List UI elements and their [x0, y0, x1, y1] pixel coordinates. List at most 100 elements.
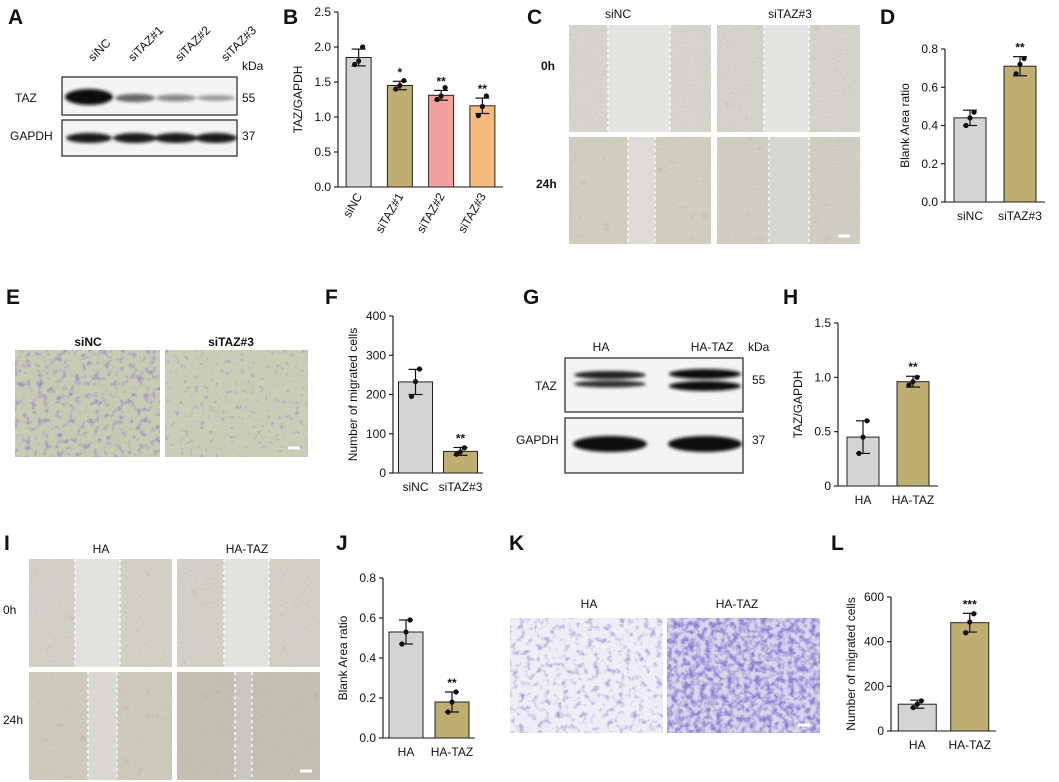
data-point	[438, 93, 444, 99]
blot-g-kda-taz: 55	[752, 373, 766, 387]
image-i-col-2: HA-TAZ	[226, 542, 268, 556]
bar-siTAZ#2	[428, 94, 455, 188]
x-tick-label: siNC	[403, 480, 429, 494]
data-point	[914, 374, 920, 380]
panel-label-c: C	[527, 6, 542, 29]
panel-i: I HA HA-TAZ 0h 24h	[3, 532, 320, 780]
image-i-row-2: 24h	[3, 713, 23, 727]
blot-a-lane-2: siTAZ#1	[125, 23, 166, 64]
blot-g-bands-gapdh	[573, 436, 742, 452]
chart-l: 0 200 400 600 Number of migrated cells HA *** H…	[844, 590, 996, 752]
x-tick-label: HA	[855, 493, 872, 507]
blot-g-bands-taz	[574, 369, 741, 391]
blot-a-bands-taz	[65, 89, 235, 105]
bar-HA-TAZ	[896, 381, 930, 487]
y-axis-label: Number of migrated cells	[844, 597, 858, 730]
data-point	[453, 689, 459, 695]
image-e-col-2: siTAZ#3	[208, 335, 254, 349]
y-tick-label: 200	[864, 679, 884, 693]
blot-a-kda-label: kDa	[242, 59, 264, 73]
data-point	[1017, 61, 1023, 67]
x-tick-label: siTAZ#3	[998, 209, 1042, 223]
data-point	[360, 44, 366, 50]
blot-a-bands-gapdh	[66, 133, 237, 143]
image-i-col-1: HA	[93, 542, 110, 556]
significance-label: ***	[963, 597, 977, 611]
chart-h: 0 0.5 1.0 1.5 TAZ/GAPDH HA ** HA-TAZ	[791, 316, 938, 507]
y-tick-label: 600	[864, 590, 884, 604]
image-i-row-1: 0h	[3, 603, 16, 617]
bar-HA	[388, 631, 424, 739]
data-point	[967, 115, 973, 121]
image-c-24h-sinc	[569, 137, 711, 244]
image-c-col-2: siTAZ#3	[768, 7, 812, 21]
y-tick-label: 0	[877, 724, 884, 738]
x-tick-label: HA	[398, 745, 415, 759]
y-tick-label: 0.8	[359, 571, 376, 585]
image-i-0h-ha	[29, 559, 172, 667]
panel-e: E siNC siTAZ#3	[6, 286, 308, 457]
y-tick-label: 0.5	[314, 145, 331, 159]
blot-g-kda-label: kDa	[748, 340, 770, 354]
bar-siTAZ#1	[386, 85, 413, 188]
panel-l: L 0 200 400 600 Number of migrated cells HA **…	[831, 532, 996, 752]
image-k-ha	[510, 618, 663, 733]
panel-d: D 0.0 0.2 0.4 0.6 0.8 Blank Area ratio siNC ** s…	[880, 6, 1045, 223]
image-k-col-2: HA-TAZ	[716, 597, 758, 611]
data-point	[483, 93, 489, 99]
data-point	[401, 78, 407, 84]
chart-j: 0.0 0.2 0.4 0.6 0.8 Blank Area ratio HA ** HA-TA…	[336, 571, 475, 759]
y-tick-label: 1.5	[814, 316, 831, 330]
blot-g-lane-2: HA-TAZ	[691, 340, 733, 354]
y-tick-label: 0	[379, 466, 386, 480]
bar-siTAZ#3	[1003, 65, 1037, 203]
data-point	[971, 611, 977, 617]
significance-label: **	[436, 74, 446, 88]
y-tick-label: 300	[366, 348, 386, 362]
image-i-24h-ha	[29, 672, 172, 780]
data-point	[407, 617, 413, 623]
data-point	[352, 61, 358, 68]
significance-label: **	[456, 431, 466, 445]
chart-b: 0.0 0.5 1.0 1.5 2.0 2.5 TAZ/GAPDH siNC * siTAZ#1 *…	[291, 5, 503, 235]
y-tick-label: 1.5	[314, 75, 331, 89]
y-tick-label: 1.0	[814, 370, 831, 384]
y-tick-label: 2.0	[314, 40, 331, 54]
data-point	[434, 96, 440, 103]
blot-a-lane-4: siTAZ#3	[218, 23, 259, 64]
y-tick-label: 0	[824, 479, 831, 493]
bar-siNC	[345, 57, 372, 188]
image-c-0h-sitaz3	[717, 25, 860, 132]
panel-f: F 0 100 200 300 400 Number of migrated cells s…	[325, 286, 483, 494]
significance-label: **	[478, 82, 488, 96]
data-point	[479, 103, 485, 110]
x-tick-label: siTAZ#1	[372, 190, 406, 235]
bar-siNC	[398, 381, 433, 474]
image-c-24h-sitaz3	[717, 137, 860, 244]
panel-label-e: E	[6, 286, 20, 309]
bar-siTAZ#3	[469, 105, 496, 188]
panel-c: C siNC siTAZ#3 0h 24h	[527, 6, 860, 244]
y-axis-label: TAZ/GAPDH	[291, 66, 305, 134]
x-tick-label: siTAZ#3	[455, 190, 489, 235]
blot-a-row-gapdh: GAPDH	[10, 129, 53, 143]
y-tick-label: 400	[864, 635, 884, 649]
blot-a-kda-taz: 55	[242, 91, 256, 105]
panel-label-f: F	[325, 286, 338, 309]
x-tick-label: siNC	[340, 190, 365, 220]
blot-g-kda-gapdh: 37	[752, 433, 766, 447]
chart-d: 0.0 0.2 0.4 0.6 0.8 Blank Area ratio siNC ** siT…	[898, 41, 1045, 223]
panel-label-a: A	[8, 6, 23, 29]
data-point	[967, 619, 973, 625]
panel-label-l: L	[831, 532, 844, 555]
image-e-col-1: siNC	[74, 335, 102, 349]
y-axis-label: Blank Area ratio	[336, 615, 350, 700]
significance-label: **	[908, 360, 918, 374]
image-k-hataz	[667, 618, 820, 733]
data-point	[910, 379, 916, 385]
x-tick-label: siNC	[957, 209, 983, 223]
image-e-sitaz3	[165, 350, 308, 457]
data-point	[918, 698, 924, 704]
panel-label-b: B	[283, 6, 298, 29]
